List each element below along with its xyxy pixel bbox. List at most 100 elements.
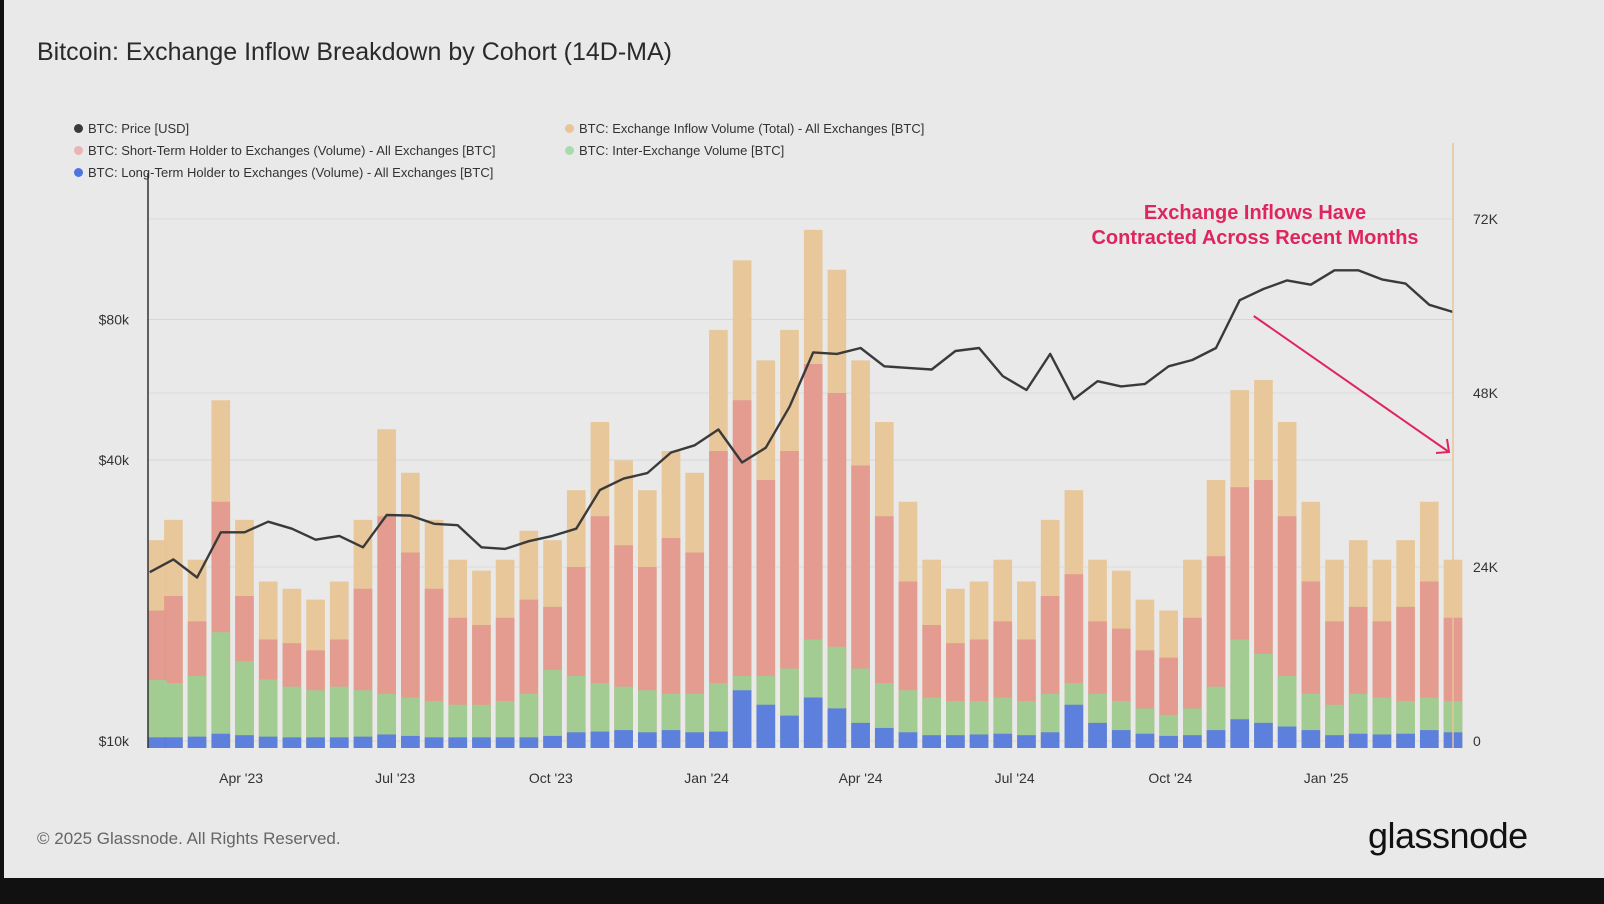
bar: [519, 693, 539, 748]
bar: [1301, 730, 1321, 748]
bar: [519, 737, 539, 748]
bar: [211, 632, 231, 748]
y-right-tick-label: 48K: [1473, 385, 1499, 401]
legend-label: BTC: Inter-Exchange Volume [BTC]: [579, 143, 785, 158]
bar: [401, 697, 420, 748]
bar: [1064, 704, 1084, 748]
bar: [874, 727, 894, 748]
bar: [1206, 730, 1226, 748]
legend-dot: [74, 124, 83, 133]
bar: [164, 737, 183, 748]
bar: [1135, 733, 1155, 748]
bar: [1159, 735, 1178, 748]
bar: [235, 735, 254, 748]
bar: [235, 661, 254, 748]
legend-label: BTC: Short-Term Holder to Exchanges (Vol…: [88, 143, 496, 158]
bar: [258, 679, 278, 748]
bar: [590, 731, 610, 748]
bar: [424, 701, 444, 748]
bar: [780, 715, 799, 748]
bar: [898, 732, 918, 748]
bar: [282, 737, 302, 748]
bar: [377, 693, 396, 748]
bar: [946, 735, 965, 748]
bar: [709, 731, 728, 748]
legend-item-inter[interactable]: BTC: Inter-Exchange Volume [BTC]: [565, 143, 784, 158]
bar: [827, 708, 847, 748]
bar: [424, 737, 444, 748]
bar: [329, 737, 349, 748]
bar: [211, 733, 231, 748]
annotation-arrow: [1253, 315, 1450, 453]
bar: [448, 704, 468, 748]
copyright: © 2025 Glassnode. All Rights Reserved.: [37, 829, 341, 848]
legend-label: BTC: Long-Term Holder to Exchanges (Volu…: [88, 165, 494, 180]
bar: [401, 735, 420, 748]
bar: [685, 732, 705, 748]
y-left-tick-label: $40k: [99, 452, 130, 468]
bar: [306, 690, 325, 748]
bar: [566, 732, 586, 748]
bar: [1396, 733, 1415, 748]
bar: [756, 704, 776, 748]
bar: [566, 675, 586, 748]
bar: [148, 737, 167, 748]
y-right-tick-label: 0: [1473, 733, 1481, 749]
legend-dot: [565, 146, 574, 155]
chart-title: Bitcoin: Exchange Inflow Breakdown by Co…: [37, 38, 673, 66]
legend-dot: [74, 168, 83, 177]
bar: [1088, 722, 1107, 748]
bar: [495, 737, 515, 748]
legend-label: BTC: Price [USD]: [88, 121, 190, 136]
bar: [1277, 726, 1297, 748]
legend-dot: [565, 124, 574, 133]
annotation-text: Exchange Inflows Have: [1144, 202, 1366, 224]
legend-item-price[interactable]: BTC: Price [USD]: [74, 121, 189, 136]
bar: [164, 683, 183, 748]
y-right-tick-label: 72K: [1473, 211, 1499, 227]
bar: [448, 737, 468, 748]
bar: [614, 730, 633, 748]
bar: [851, 722, 870, 748]
bar: [922, 735, 941, 748]
y-right-tick-label: 24K: [1473, 559, 1499, 575]
bar: [732, 690, 752, 748]
legend-item-lth[interactable]: BTC: Long-Term Holder to Exchanges (Volu…: [74, 165, 493, 180]
bar: [1419, 730, 1439, 748]
bar: [709, 451, 728, 748]
x-tick-label: Jul '23: [375, 770, 415, 786]
bar: [329, 686, 349, 748]
x-tick-label: Jan '24: [684, 770, 729, 786]
legend-dot: [74, 146, 83, 155]
bar: [258, 736, 278, 748]
bar: [637, 732, 657, 748]
glassnode-logo: glassnode: [1368, 815, 1528, 856]
bar: [1348, 733, 1368, 748]
x-tick-label: Oct '24: [1148, 770, 1192, 786]
bar: [1040, 732, 1060, 748]
bar: [1254, 722, 1273, 748]
bar: [353, 690, 373, 748]
legend-label: BTC: Exchange Inflow Volume (Total) - Al…: [579, 121, 925, 136]
y-left-tick-label: $10k: [99, 733, 130, 749]
bar: [353, 736, 373, 748]
bar: [1017, 735, 1036, 748]
bar: [1111, 730, 1131, 748]
bar: [377, 734, 396, 748]
bar: [306, 737, 325, 748]
bar: [187, 736, 207, 748]
bar: [543, 669, 562, 748]
y-left-tick-label: $80k: [99, 312, 130, 328]
legend-item-total[interactable]: BTC: Exchange Inflow Volume (Total) - Al…: [565, 121, 924, 136]
x-tick-label: Jan '25: [1304, 770, 1349, 786]
bar: [472, 704, 491, 748]
legend-item-sth[interactable]: BTC: Short-Term Holder to Exchanges (Vol…: [74, 143, 496, 158]
bar: [187, 675, 207, 748]
x-tick-label: Jul '24: [995, 770, 1035, 786]
bar: [1230, 719, 1250, 748]
bar: [543, 735, 562, 748]
bar: [1372, 734, 1392, 748]
annotation-text: Contracted Across Recent Months: [1091, 227, 1418, 249]
bar: [969, 734, 989, 748]
